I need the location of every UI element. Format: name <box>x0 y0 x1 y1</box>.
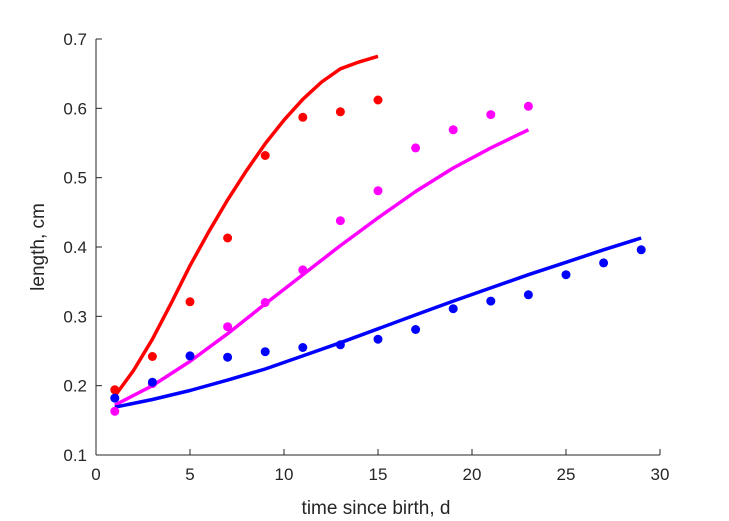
data-point-2 <box>411 143 421 153</box>
data-point-1 <box>147 352 157 361</box>
fit-line-2 <box>113 128 530 407</box>
data-point-1 <box>373 95 383 105</box>
data-point-2 <box>373 186 383 196</box>
y-tick-label: 0.6 <box>63 99 87 118</box>
x-tick-label: 25 <box>557 465 576 484</box>
data-point-3 <box>223 352 233 362</box>
data-point-3 <box>373 334 383 344</box>
x-axis-label: time since birth, d <box>302 498 451 519</box>
y-tick-label: 0.2 <box>63 377 87 396</box>
x-tick-label: 0 <box>91 465 100 484</box>
y-tick-label: 0.7 <box>63 30 87 49</box>
x-tick-label: 20 <box>463 465 482 484</box>
data-point-3 <box>561 270 571 280</box>
data-point-3 <box>260 347 270 357</box>
data-point-2 <box>260 298 270 307</box>
data-point-1 <box>335 107 345 117</box>
x-tick-label: 5 <box>185 465 194 484</box>
data-point-2 <box>223 322 233 332</box>
data-point-3 <box>185 351 195 361</box>
data-point-3 <box>147 377 157 387</box>
data-point-1 <box>223 233 233 243</box>
data-point-3 <box>411 325 421 334</box>
data-point-3 <box>599 258 609 268</box>
fit-line-3 <box>114 236 642 409</box>
data-point-3 <box>110 393 120 403</box>
y-tick-label: 0.3 <box>63 307 87 326</box>
axes: 0 5 10 15 20 25 30 0.1 0.2 0.3 0.4 0.5 0.6 0.7 <box>63 30 669 484</box>
data-point-2 <box>523 101 533 111</box>
data-point-1 <box>260 151 270 160</box>
data-point-2 <box>448 125 458 135</box>
data-point-3 <box>298 343 308 352</box>
y-axis-label: length, cm <box>28 203 49 291</box>
series-layer <box>110 54 646 416</box>
data-point-2 <box>298 265 308 275</box>
data-point-3 <box>335 340 345 350</box>
data-point-3 <box>523 290 533 300</box>
data-point-1 <box>185 297 195 307</box>
data-point-2 <box>335 216 345 226</box>
y-tick-label: 0.5 <box>63 169 87 188</box>
data-point-3 <box>486 296 496 306</box>
data-point-1 <box>110 385 120 395</box>
data-point-1 <box>298 112 308 122</box>
x-tick-label: 15 <box>369 465 388 484</box>
fit-line-1 <box>113 54 379 398</box>
y-tick-label: 0.1 <box>63 446 87 465</box>
y-tick-label: 0.4 <box>63 238 87 257</box>
data-point-3 <box>448 304 458 314</box>
x-tick-label: 10 <box>275 465 294 484</box>
x-tick-label: 30 <box>651 465 670 484</box>
data-point-2 <box>110 406 120 416</box>
data-point-2 <box>486 110 496 120</box>
data-point-3 <box>636 245 646 255</box>
